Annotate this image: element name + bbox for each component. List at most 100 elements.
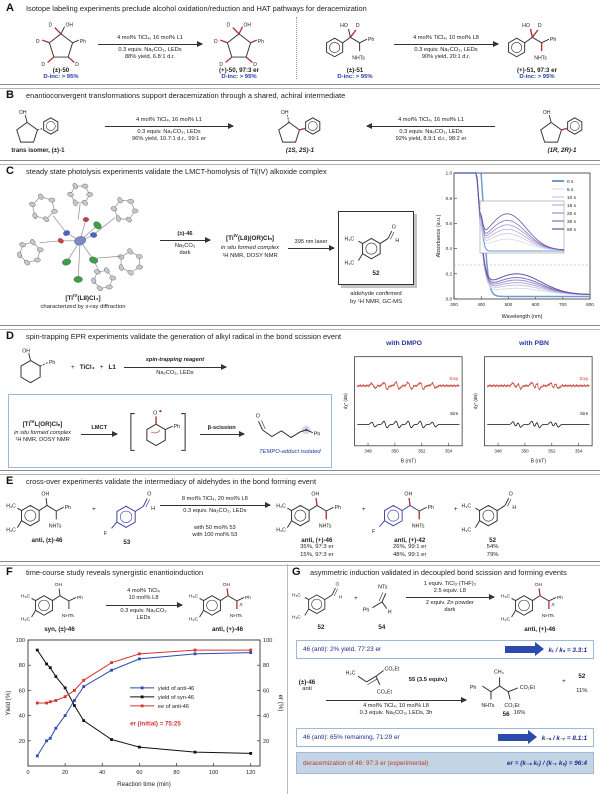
- tick-label: 354: [445, 449, 453, 454]
- panel-b: B enantioconvergent transformations supp…: [0, 87, 600, 160]
- row-label: with 100 mol% 53: [192, 532, 238, 539]
- panel-f: F time-course study reveals synergistic …: [0, 564, 288, 794]
- tick-label: 348: [494, 449, 502, 454]
- atom-label: Ph: [76, 595, 82, 601]
- uv-legend-label: 20 s: [567, 211, 577, 217]
- atom-label: H₃C: [276, 503, 286, 509]
- tick-label: 300: [450, 302, 458, 307]
- reaction-arrow-2: 395 nm laser: [288, 239, 335, 252]
- conditions: 0.3 equiv. Na₂CO₃, LEDs, 3h: [359, 710, 433, 717]
- compound-name: (±)-51: [346, 67, 364, 74]
- uv-vis-chart: 300 400 500 600 700 800 0.0 0.2 0.4 0.6 0.8 1.0 Wave…: [436, 171, 594, 320]
- structure-1r2r: OH (1R, 2R)-1: [530, 106, 594, 154]
- structure-42-product: F OH Ph NHTs anti, (+)-42 26%, 99:1 er 4…: [368, 486, 452, 560]
- conditions: 96% yield, 10.7:1 d.r., 99:1 er: [132, 136, 206, 143]
- reagent-l1: L1: [108, 363, 116, 371]
- atom-label: H₃C: [345, 260, 355, 266]
- uv-legend-label: 0 s: [567, 179, 574, 185]
- atom-label: NHTs: [542, 613, 555, 619]
- structure-55: H₃C CO₂Et CO₂Et: [345, 667, 400, 696]
- uv-series-60s: [454, 172, 591, 295]
- complex-caption: in situ formed complex: [221, 245, 279, 252]
- tick-label: 350: [521, 449, 529, 454]
- arrow-condition: 395 nm laser: [294, 239, 328, 245]
- tick-label: 354: [575, 449, 583, 454]
- result: 79%: [486, 551, 499, 558]
- atom-label: NHTs: [352, 56, 365, 62]
- atom-label: H₃C: [188, 617, 198, 623]
- epr-dmpo-plot: 348 350 352 354 B (mT) dχ″ (dB) Exp Sim: [343, 356, 463, 464]
- result: 48%, 99:1 er: [393, 551, 427, 558]
- divider: [0, 470, 600, 475]
- atom-label: H₃C: [6, 527, 16, 533]
- compound-name: 56: [502, 711, 510, 718]
- panel-e: E cross-over experiments validate the in…: [0, 473, 600, 561]
- panel-g-header: asymmetric induction validated in decoup…: [310, 568, 567, 577]
- structure-50-reactant: OH Ph D D D D: [36, 23, 86, 66]
- divider: [0, 160, 600, 165]
- tick-label: 0.6: [446, 221, 453, 226]
- reagent-ticl4: TiCl₄: [79, 363, 95, 371]
- conditions: 2.5 equiv. L8: [433, 588, 466, 595]
- panel-c: C steady state photolysis experiments va…: [0, 163, 600, 325]
- atom-label: OH: [22, 348, 30, 354]
- arrow-condition: LMCT: [91, 424, 108, 431]
- tick-label: 350: [391, 449, 399, 454]
- epr-exp-label: Exp: [580, 376, 589, 382]
- tick-label: 40: [99, 770, 105, 776]
- timecourse-chart: 0 20 40 60 80 100 120 20 20 40 40 60 60 80 80 100 100 Rea…: [5, 638, 284, 788]
- arrow-condition: spin-trapping reagent: [145, 357, 205, 364]
- plus: +: [99, 363, 104, 371]
- atom-label: H₃C: [276, 527, 286, 533]
- atom-label: H₃C: [292, 615, 301, 621]
- compound-name: (±)-50: [52, 67, 70, 74]
- conditions: dark: [444, 607, 456, 614]
- tick-label: 700: [559, 302, 567, 307]
- plus: +: [562, 678, 566, 685]
- compound-name: 52: [489, 537, 497, 544]
- atom-label: Ph: [174, 424, 181, 430]
- conditions: 4 mol% TiCl₄, 10 mol% L8: [363, 703, 429, 709]
- panel-a-right-scheme: HO D Ph NHTs (±)-51 D-inc: > 95% 4 mol% …: [297, 17, 595, 80]
- atom-label: O: [147, 492, 151, 498]
- structure-46-reactant: H₃C H₃C OH Ph NHTs anti, (±)-46: [4, 486, 90, 544]
- atom-label: CO₂Et: [377, 689, 393, 695]
- conditions: 90% yield, 20:1 d.r.: [421, 54, 471, 61]
- arrow-reagent: (±)-46: [177, 231, 193, 237]
- atom-label: OH: [41, 491, 49, 497]
- atom-label: CO₂Et: [384, 667, 400, 673]
- plus: +: [361, 506, 366, 513]
- structure-51-product: HO D Ph NHTs: [508, 23, 556, 62]
- structure-53: O H F 53: [98, 486, 156, 546]
- atom-label: NHTs: [481, 703, 494, 709]
- mechanism-box: [TiIVL(OR)Clₙ] in situ formed complex ¹H…: [8, 394, 332, 468]
- atom-label: D: [41, 62, 45, 66]
- atom-label: NHTs: [49, 524, 62, 530]
- atom-label: H₃C: [461, 503, 471, 509]
- arrow-condition: β-scission: [207, 424, 236, 431]
- atom-label: O: [335, 582, 339, 588]
- tick-label: 40: [19, 714, 25, 720]
- atom-label: F: [372, 529, 375, 535]
- result: 15%, 97:3 er: [300, 551, 334, 558]
- in-situ-complex: [TiIV(L8)(OR)Clₙ] in situ formed complex…: [221, 233, 279, 260]
- panel-d-scheme: OH Ph + TiCl₄ + L1 spin-trapping reagent…: [8, 342, 332, 392]
- atom-label: H₃C: [501, 593, 511, 599]
- atom-label: NHTs: [534, 56, 547, 62]
- tick-label: 100: [209, 770, 218, 776]
- divider: [0, 561, 600, 566]
- uv-series-0s: [454, 172, 590, 298]
- atom-label: H₃C: [345, 670, 355, 676]
- atom-label: O: [508, 491, 512, 497]
- box-text: 46 (anti): 2% yield, 77:23 er: [303, 646, 382, 653]
- epr-pbn-plot: 348 350 352 354 B (mT) dχ″ (dB) Exp Sim: [473, 356, 593, 464]
- xray-formula: [TiIV(L8)Cl₄]: [65, 293, 101, 303]
- tick-label: 20: [62, 770, 68, 776]
- compound-name: 52: [372, 270, 380, 277]
- yield: 11%: [576, 688, 588, 694]
- complex-caption: in situ formed complex: [14, 430, 72, 437]
- tick-label: 0.0: [446, 297, 453, 302]
- uv-ylabel: Absorbance (a.u.): [436, 214, 442, 257]
- tick-label: 80: [19, 663, 25, 669]
- panel-c-header: steady state photolysis experiments vali…: [26, 167, 327, 176]
